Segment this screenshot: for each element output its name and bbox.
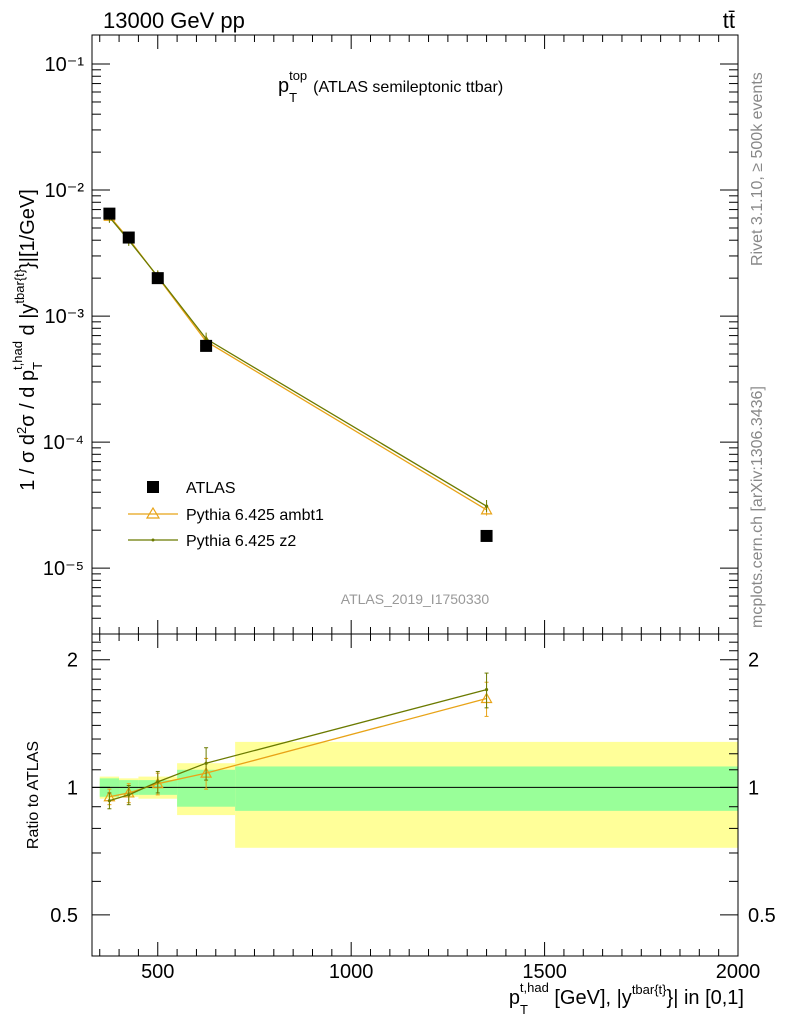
x-tick-label-1000: 1000 xyxy=(329,961,374,983)
mc-marker-main-1-3 xyxy=(204,337,208,341)
process-label: tt̄ xyxy=(723,8,735,33)
legend-label-ambt1: Pythia 6.425 ambt1 xyxy=(186,507,324,524)
mc-marker-ratio-1-3 xyxy=(204,761,208,765)
analysis-label: ATLAS_2019_I1750330 xyxy=(341,591,490,607)
energy-label: 13000 GeV pp xyxy=(103,8,245,33)
y-tick-label-0: 10⁻¹ xyxy=(45,54,85,76)
x-axis-label: pTt,had [GeV], |ytbar{t}}| in [0,1] xyxy=(509,980,744,1017)
legend-marker-z2 xyxy=(151,538,155,542)
mc-marker-ratio-1-1 xyxy=(127,793,131,797)
plot-title: pTtop(ATLAS semileptonic ttbar) xyxy=(278,68,503,105)
mc-marker-ratio-1-4 xyxy=(484,688,489,692)
y-tick-label-3: 10⁻⁴ xyxy=(43,432,84,454)
ratio-plot-panel: 500 1000 1500 2000 2 2 1 1 0.5 0.5 xyxy=(50,633,776,983)
mc-line-main-1 xyxy=(108,216,487,507)
atlas-data-point-4 xyxy=(480,529,493,542)
legend-label-z2: Pythia 6.425 z2 xyxy=(186,533,296,550)
atlas-data-point-2 xyxy=(151,272,164,285)
ratio-y-axis-label: Ratio to ATLAS xyxy=(25,741,42,849)
mc-line-main-0 xyxy=(108,215,487,511)
atlas-data-point-0 xyxy=(103,207,116,220)
ratio-y-tick-label-right-0: 2 xyxy=(748,650,759,672)
mc-marker-ratio-1-2 xyxy=(156,780,160,784)
atlas-data-point-3 xyxy=(200,339,213,352)
ratio-y-tick-label-right-2: 0.5 xyxy=(748,905,776,927)
rivet-label: Rivet 3.1.10, ≥ 500k events xyxy=(749,72,766,266)
legend-label-atlas: ATLAS xyxy=(186,480,236,497)
ratio-y-tick-label-1: 1 xyxy=(67,777,78,799)
ratio-y-tick-label-right-1: 1 xyxy=(748,777,759,799)
legend: ATLAS Pythia 6.425 ambt1 Pythia 6.425 z2 xyxy=(128,480,324,550)
mc-marker-main-0-4 xyxy=(480,503,493,515)
y-tick-label-1: 10⁻² xyxy=(45,180,85,202)
x-tick-label-1500: 1500 xyxy=(522,961,567,983)
legend-marker-ambt1 xyxy=(145,506,161,519)
ratio-y-tick-label-2: 0.5 xyxy=(50,905,78,927)
stat-uncertainty-band-4 xyxy=(235,766,739,811)
x-tick-label-500: 500 xyxy=(141,961,174,983)
svg-text:1 / σ d2σ / d pTt,had d |ytbar: 1 / σ d2σ / d pTt,had d |ytbar{t}}|[1/Ge… xyxy=(10,189,45,491)
ratio-frame xyxy=(91,633,739,957)
atlas-data-point-1 xyxy=(122,231,135,244)
main-plot-panel: 10⁻¹ 10⁻² 10⁻³ 10⁻⁴ 10⁻⁵ xyxy=(43,34,739,635)
y-tick-label-4: 10⁻⁵ xyxy=(43,558,84,580)
ratio-y-tick-label-0: 2 xyxy=(67,650,78,672)
mcplots-label: mcplots.cern.ch [arXiv:1306.3436] xyxy=(749,386,766,628)
y-axis-label: 1 / σ d2σ / d pTt,had d |ytbar{t}}|[1/Ge… xyxy=(10,189,45,491)
mc-marker-ratio-1-0 xyxy=(107,799,112,803)
legend-marker-atlas xyxy=(147,481,159,493)
x-tick-label-2000: 2000 xyxy=(716,961,761,983)
mc-marker-main-1-4 xyxy=(484,504,489,508)
y-tick-label-2: 10⁻³ xyxy=(45,306,85,328)
